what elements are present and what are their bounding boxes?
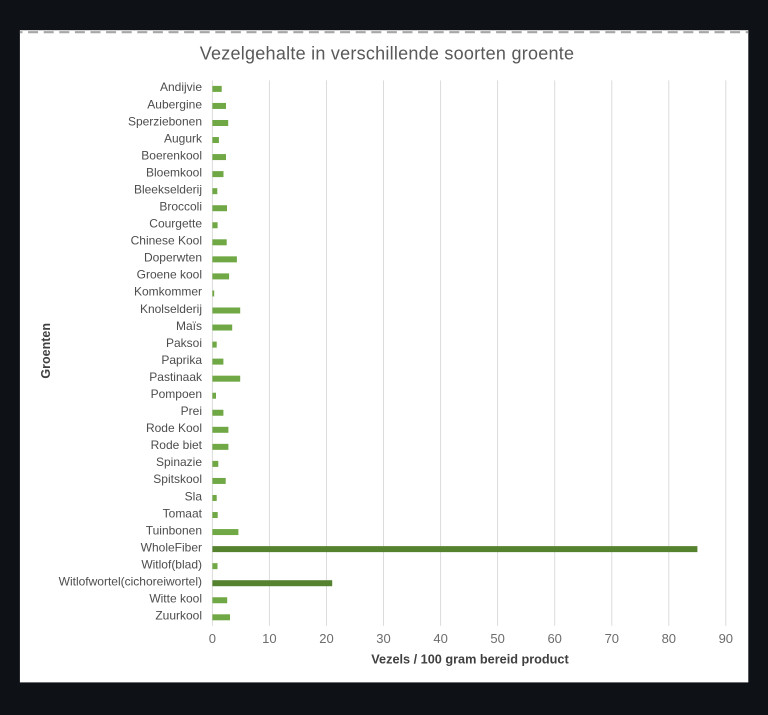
svg-text:Vezelgehalte in verschillende: Vezelgehalte in verschillende soorten gr… (200, 44, 575, 64)
svg-text:Tomaat: Tomaat (163, 506, 203, 520)
svg-text:Spinazie: Spinazie (156, 455, 202, 469)
svg-text:Knolselderij: Knolselderij (140, 302, 202, 316)
svg-text:10: 10 (262, 631, 276, 646)
svg-text:Chinese Kool: Chinese Kool (131, 234, 202, 248)
svg-text:60: 60 (547, 631, 561, 646)
svg-text:Bleekselderij: Bleekselderij (134, 182, 202, 196)
svg-text:Augurk: Augurk (164, 131, 203, 145)
svg-text:Boerenkool: Boerenkool (141, 148, 202, 162)
svg-text:Broccoli: Broccoli (159, 200, 202, 214)
svg-text:40: 40 (433, 631, 447, 646)
svg-text:80: 80 (662, 631, 676, 646)
svg-text:Pompoen: Pompoen (151, 387, 202, 401)
svg-text:90: 90 (719, 631, 733, 646)
svg-text:30: 30 (376, 631, 390, 646)
svg-text:Tuinbonen: Tuinbonen (146, 523, 202, 537)
svg-text:Groenten: Groenten (39, 323, 53, 379)
svg-text:Paprika: Paprika (161, 353, 202, 367)
svg-text:20: 20 (319, 631, 333, 646)
svg-text:Rode biet: Rode biet (151, 438, 203, 452)
svg-text:Witlofwortel(cichoreiwortel): Witlofwortel(cichoreiwortel) (59, 575, 202, 589)
svg-text:Doperwten: Doperwten (144, 251, 202, 265)
svg-text:Aubergine: Aubergine (147, 97, 202, 111)
svg-text:Vezels / 100 gram bereid produ: Vezels / 100 gram bereid product (371, 652, 569, 666)
svg-text:Zuurkool: Zuurkool (155, 609, 202, 623)
svg-text:Rode Kool: Rode Kool (146, 421, 202, 435)
svg-text:Maïs: Maïs (176, 319, 202, 333)
svg-text:Pastinaak: Pastinaak (149, 370, 203, 384)
svg-text:70: 70 (605, 631, 619, 646)
svg-text:50: 50 (490, 631, 504, 646)
svg-text:Courgette: Courgette (149, 217, 202, 231)
svg-text:Andijvie: Andijvie (160, 80, 202, 94)
svg-text:Paksoi: Paksoi (166, 336, 202, 350)
svg-text:0: 0 (209, 631, 216, 646)
svg-text:Prei: Prei (181, 404, 202, 418)
svg-text:Groene kool: Groene kool (137, 268, 202, 282)
svg-text:Sperziebonen: Sperziebonen (128, 114, 202, 128)
svg-text:Komkommer: Komkommer (134, 285, 202, 299)
svg-text:Sla: Sla (185, 489, 203, 503)
svg-text:Bloemkool: Bloemkool (146, 165, 202, 179)
svg-text:Witte kool: Witte kool (149, 592, 202, 606)
svg-text:WholeFiber: WholeFiber (141, 540, 202, 554)
svg-text:Spitskool: Spitskool (153, 472, 202, 486)
svg-text:Witlof(blad): Witlof(blad) (141, 557, 202, 571)
